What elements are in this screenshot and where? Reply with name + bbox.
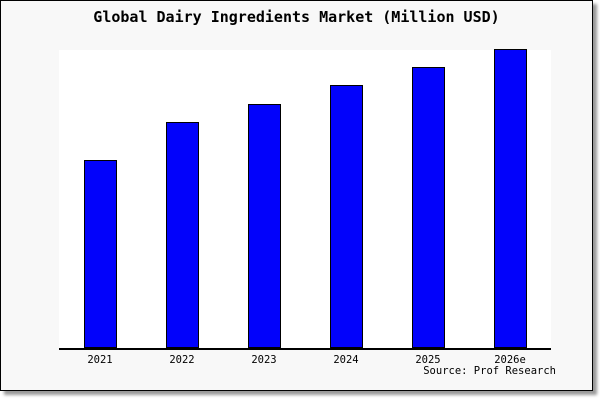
bar-2021 (83, 160, 117, 348)
chart-frame: Global Dairy Ingredients Market (Million… (0, 0, 593, 391)
x-tick-label-2026e: 2026e (494, 354, 526, 366)
bar-2024 (329, 85, 363, 348)
bar-2023 (247, 104, 281, 348)
bar-2026e (493, 49, 527, 348)
x-tick-label-2023: 2023 (251, 354, 277, 366)
plot-area (59, 49, 551, 350)
bar-slot-2021 (59, 50, 141, 348)
bar-2022 (165, 122, 199, 348)
x-tick-label-2022: 2022 (169, 354, 195, 366)
x-tick-label-2025: 2025 (415, 354, 441, 366)
bar-slot-2025 (387, 50, 469, 348)
chart-title: Global Dairy Ingredients Market (Million… (93, 8, 500, 26)
bar-2025 (411, 67, 445, 348)
bar-slot-2024 (305, 50, 387, 348)
bar-slot-2026e (469, 49, 551, 348)
bar-slot-2023 (223, 50, 305, 348)
x-tick-label-2024: 2024 (333, 354, 359, 366)
source-credit: Source: Prof Research (423, 365, 556, 377)
x-tick-label-2021: 2021 (87, 354, 113, 366)
x-axis-labels: 2021 2022 2023 2024 2025 2026e (59, 354, 551, 366)
bar-slot-2022 (141, 50, 223, 348)
